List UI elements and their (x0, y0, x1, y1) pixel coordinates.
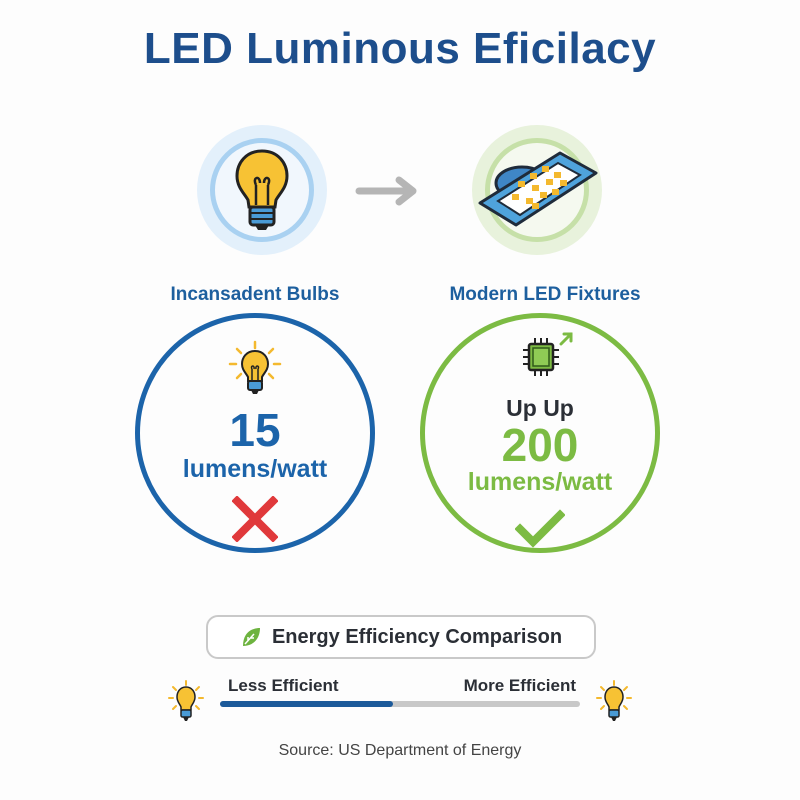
more-efficient-label: More Efficient (463, 676, 576, 695)
incandescent-bulb-badge (197, 125, 327, 255)
efficiency-scale-track (220, 701, 580, 707)
cross-icon (231, 495, 279, 543)
efficiency-scale-fill (220, 701, 393, 707)
led-label: Modern LED Fixtures (449, 284, 641, 305)
less-efficient-bulb-icon (168, 680, 204, 721)
lightbulb-icon (228, 340, 282, 394)
check-icon (514, 509, 566, 548)
more-efficient-bulb-icon (596, 680, 632, 721)
led-panel-badge (472, 125, 602, 255)
led-prefix: Up Up (506, 395, 574, 421)
arrow-right-icon (355, 176, 417, 206)
comparison-title: Energy Efficiency Comparison (271, 625, 563, 648)
led-value: 200 (501, 419, 579, 471)
comparison-header: Energy Efficiency Comparison (206, 615, 596, 659)
led-card: Up Up 200 lumens/watt (420, 313, 660, 553)
less-efficient-label: Less Efficient (228, 676, 339, 695)
leaf-icon (242, 628, 260, 646)
incandescent-card: 15 lumens/watt (135, 313, 375, 553)
incandescent-bulb-icon (235, 149, 289, 230)
led-unit: lumens/watt (467, 468, 613, 496)
incandescent-unit: lumens/watt (182, 455, 328, 483)
source-note: Source: US Department of Energy (278, 742, 522, 759)
incandescent-value: 15 (229, 404, 281, 456)
led-panel-icon (478, 151, 598, 227)
incandescent-label: Incansadent Bulbs (170, 284, 340, 305)
page-title: LED Luminous Eficilacy (143, 24, 657, 73)
chip-icon (523, 332, 573, 376)
